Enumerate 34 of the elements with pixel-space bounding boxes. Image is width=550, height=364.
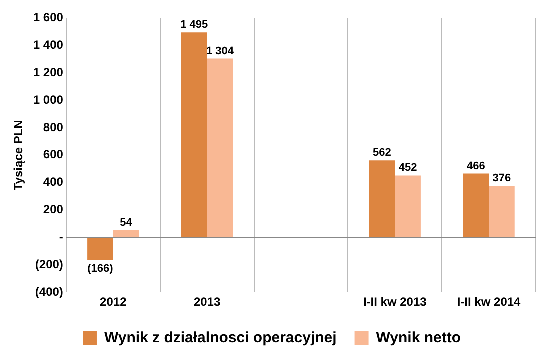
bar: [207, 58, 234, 238]
y-tick-label: 1 000: [33, 92, 64, 107]
y-tick-label: (400): [35, 284, 64, 299]
x-tick-label: I-II kw 2013: [363, 295, 428, 310]
x-tick-label: 2013: [194, 295, 221, 310]
data-label: 466: [466, 160, 486, 172]
bar: [489, 186, 515, 238]
bar: [88, 238, 114, 260]
data-label: 54: [120, 216, 134, 229]
data-label: 376: [492, 172, 512, 185]
bar: [113, 230, 140, 238]
y-tick-label: 200: [43, 202, 64, 217]
data-label: 1 304: [206, 45, 235, 58]
data-label: 452: [398, 162, 418, 174]
bar: [181, 32, 208, 238]
y-tick-label: 1 600: [33, 10, 64, 25]
y-tick-label: 400: [43, 175, 64, 190]
y-tick-label: 800: [43, 120, 64, 134]
x-tick-label: I-II kw 2014: [457, 295, 522, 310]
bar: [369, 160, 396, 238]
y-tick-label: 600: [43, 148, 64, 162]
y-tick-label: (200): [35, 257, 64, 272]
y-tick-label: 1 200: [33, 65, 64, 80]
bar: [395, 176, 421, 238]
legend-label: Wynik netto: [376, 330, 462, 347]
legend-label: Wynik z działalnosci operacyjnej: [104, 330, 337, 347]
data-label: 562: [373, 147, 392, 160]
data-label: (166): [88, 263, 114, 276]
x-tick-label: 2012: [100, 295, 128, 310]
y-tick-label: -: [59, 230, 64, 244]
bar: [463, 174, 490, 238]
y-axis-title: Tysiące PLN: [12, 120, 26, 191]
data-label: 1 495: [180, 19, 208, 32]
y-tick-label: 1 400: [33, 38, 64, 52]
